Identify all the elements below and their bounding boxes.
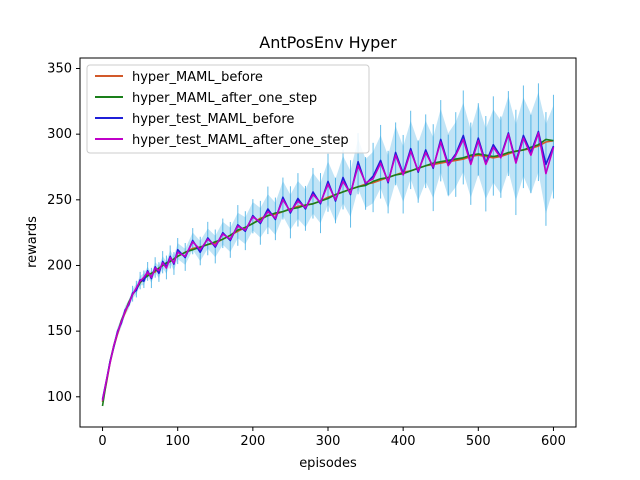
legend-box <box>86 64 370 154</box>
y-tick-label: 250 <box>47 193 72 208</box>
y-tick-label: 150 <box>47 324 72 339</box>
y-axis: 100 150 200 250 300 350 <box>47 62 80 405</box>
y-tick-label: 300 <box>47 127 72 142</box>
x-tick-label: 600 <box>541 434 566 449</box>
series-line-hyper-MAML-after-one-step <box>101 138 554 407</box>
legend-label: hyper_MAML_after_one_step <box>132 91 317 106</box>
y-tick-label: 200 <box>47 258 72 273</box>
x-tick-label: 200 <box>240 434 265 449</box>
x-tick-label: 0 <box>98 434 106 449</box>
x-tick-label: 300 <box>316 434 341 449</box>
legend: hyper_MAML_before hyper_MAML_after_one_st… <box>86 64 370 154</box>
x-tick-label: 400 <box>391 434 416 449</box>
series-line-hyper-test-MAML-after-one-step <box>101 132 555 401</box>
y-tick-label: 350 <box>47 62 72 77</box>
y-tick-label: 100 <box>47 390 72 405</box>
chart-title: AntPosEnv Hyper <box>259 33 397 52</box>
legend-label: hyper_MAML_before <box>132 70 263 85</box>
legend-label: hyper_test_MAML_after_one_step <box>132 133 349 148</box>
x-tick-label: 500 <box>466 434 491 449</box>
y-axis-title: rewards <box>25 216 40 268</box>
series-lines <box>101 130 555 407</box>
legend-label: hyper_test_MAML_before <box>132 112 294 127</box>
x-axis: 0 100 200 300 400 500 600 <box>98 427 566 449</box>
x-axis-title: episodes <box>299 456 357 471</box>
x-tick-label: 100 <box>165 434 190 449</box>
